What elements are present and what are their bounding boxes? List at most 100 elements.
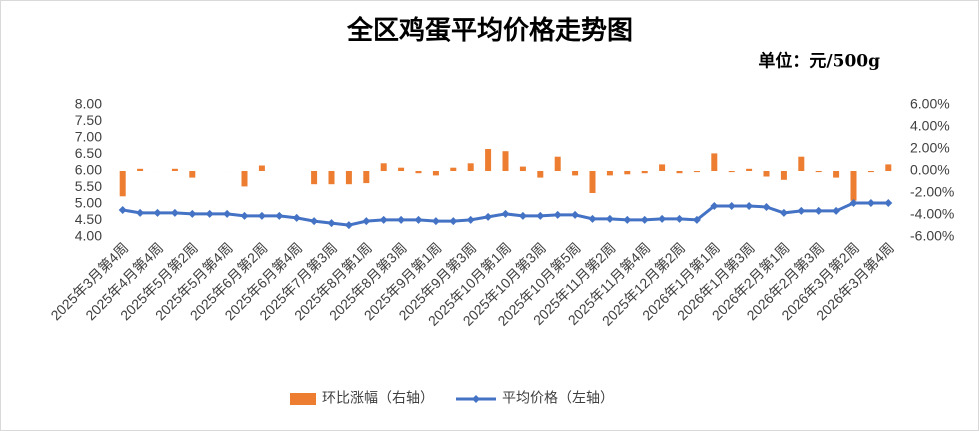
bar bbox=[572, 171, 579, 176]
bar bbox=[537, 171, 544, 178]
bar bbox=[641, 171, 648, 174]
y-tick-label: 6.50 bbox=[75, 145, 102, 161]
bar bbox=[659, 164, 666, 171]
line-marker bbox=[605, 214, 614, 223]
bar bbox=[328, 171, 335, 185]
y-tick-label: 8.00 bbox=[75, 96, 102, 112]
y2-tick-label: -6.00% bbox=[910, 228, 954, 244]
y-tick-label: 7.00 bbox=[75, 129, 102, 145]
line-marker bbox=[588, 214, 597, 223]
bar bbox=[850, 171, 857, 201]
line-marker bbox=[153, 208, 162, 217]
y-tick-label: 5.00 bbox=[75, 195, 102, 211]
line-marker bbox=[223, 209, 232, 218]
line-marker bbox=[240, 211, 249, 220]
line-marker bbox=[501, 209, 510, 218]
y2-tick-label: 6.00% bbox=[910, 96, 950, 112]
line-marker bbox=[866, 199, 875, 208]
line-marker bbox=[675, 214, 684, 223]
line-marker bbox=[484, 212, 493, 221]
line-marker bbox=[692, 215, 701, 224]
bar bbox=[415, 171, 422, 174]
bar bbox=[502, 151, 509, 171]
bar bbox=[189, 171, 196, 178]
y2-tick-label: 0.00% bbox=[910, 162, 950, 178]
line-marker bbox=[710, 201, 719, 210]
line-marker bbox=[797, 206, 806, 215]
y-tick-label: 4.00 bbox=[75, 228, 102, 244]
bar bbox=[728, 171, 735, 173]
legend-label: 平均价格（左轴） bbox=[502, 390, 614, 406]
bar bbox=[589, 171, 596, 193]
bar bbox=[746, 168, 753, 171]
line-marker bbox=[466, 215, 475, 224]
line-marker bbox=[745, 201, 754, 210]
line-marker bbox=[170, 208, 179, 217]
line-marker bbox=[397, 215, 406, 224]
bar bbox=[867, 171, 874, 173]
line-marker bbox=[431, 217, 440, 226]
bar bbox=[554, 156, 561, 171]
unit-label: 单位：元/500g bbox=[758, 51, 880, 72]
y-tick-label: 5.50 bbox=[75, 178, 102, 194]
y2-tick-label: 4.00% bbox=[910, 118, 950, 134]
bar bbox=[171, 168, 178, 171]
bar bbox=[119, 171, 126, 197]
legend-swatch bbox=[290, 393, 316, 405]
y2-tick-label: 2.00% bbox=[910, 140, 950, 156]
line-marker bbox=[310, 217, 319, 226]
bar bbox=[711, 153, 718, 171]
bar bbox=[380, 163, 387, 171]
y-tick-label: 4.50 bbox=[75, 211, 102, 227]
bar bbox=[450, 167, 457, 171]
bar bbox=[519, 166, 526, 171]
line-marker bbox=[327, 219, 336, 228]
line-marker bbox=[779, 208, 788, 217]
line-marker bbox=[344, 221, 353, 230]
line-marker bbox=[814, 206, 823, 215]
bar bbox=[693, 171, 700, 173]
line-marker bbox=[414, 215, 423, 224]
bar bbox=[311, 171, 318, 185]
bar bbox=[485, 149, 492, 171]
bar bbox=[624, 171, 631, 175]
line-marker bbox=[257, 211, 266, 220]
line-marker bbox=[762, 202, 771, 211]
legend-label: 环比涨幅（右轴） bbox=[322, 390, 434, 406]
line-marker bbox=[536, 211, 545, 220]
legend-marker bbox=[472, 395, 480, 403]
line-marker bbox=[849, 199, 858, 208]
bar bbox=[815, 171, 822, 173]
bar bbox=[398, 167, 405, 171]
line-marker bbox=[205, 209, 214, 218]
bar bbox=[606, 171, 613, 176]
line-marker bbox=[518, 211, 527, 220]
line-marker bbox=[640, 215, 649, 224]
y2-tick-label: -2.00% bbox=[910, 184, 954, 200]
y2-tick-label: -4.00% bbox=[910, 206, 954, 222]
bar bbox=[363, 171, 370, 184]
line-marker bbox=[136, 208, 145, 217]
line-marker bbox=[292, 213, 301, 222]
bar bbox=[258, 165, 265, 171]
line-marker bbox=[832, 206, 841, 215]
line-marker bbox=[623, 215, 632, 224]
y-tick-label: 7.50 bbox=[75, 112, 102, 128]
bar bbox=[763, 171, 770, 177]
line-marker bbox=[658, 214, 667, 223]
line-marker bbox=[449, 217, 458, 226]
bar bbox=[467, 163, 474, 171]
line-marker bbox=[379, 215, 388, 224]
line-marker bbox=[188, 209, 197, 218]
bar bbox=[241, 171, 248, 187]
line-marker bbox=[884, 199, 893, 208]
bar bbox=[345, 171, 352, 185]
line-marker bbox=[275, 211, 284, 220]
bar bbox=[780, 171, 787, 180]
y-tick-label: 6.00 bbox=[75, 162, 102, 178]
line-marker bbox=[553, 210, 562, 219]
line-marker bbox=[727, 201, 736, 210]
bar bbox=[676, 171, 683, 174]
bar bbox=[833, 171, 840, 178]
bar bbox=[137, 168, 144, 171]
